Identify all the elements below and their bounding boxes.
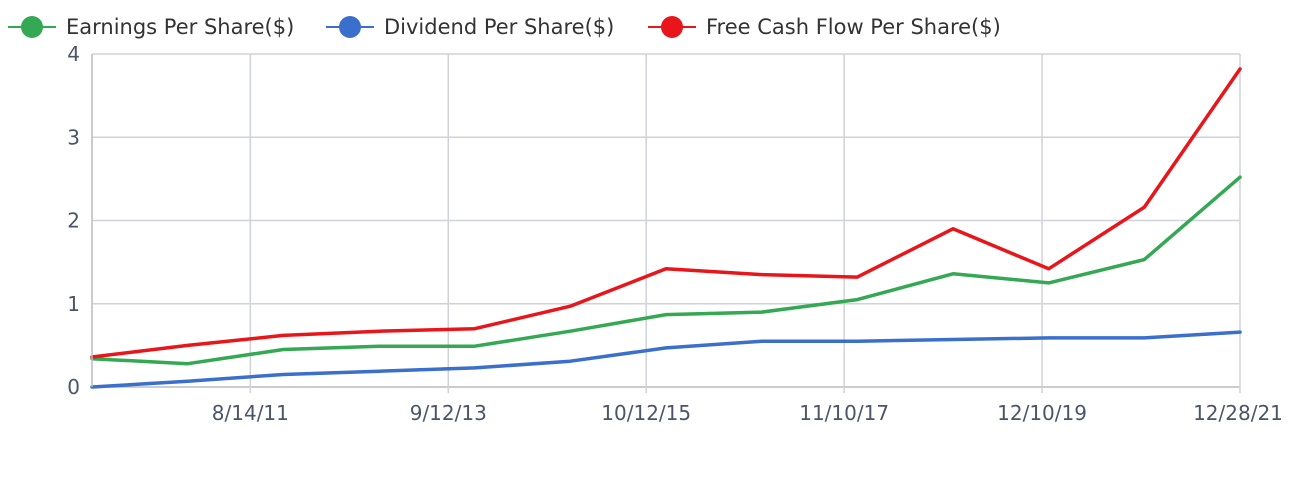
x-tick-label: 9/12/13 [410, 401, 487, 425]
series-line-3 [90, 67, 1242, 359]
legend-marker-icon [21, 16, 43, 38]
grid [92, 53, 1241, 393]
series-line-1 [90, 175, 1242, 366]
legend-label: Earnings Per Share($) [66, 15, 294, 39]
x-tick-label: 12/28/21 [1193, 401, 1283, 425]
legend-label: Dividend Per Share($) [384, 15, 614, 39]
legend-item-1[interactable]: Earnings Per Share($) [8, 15, 294, 39]
y-tick-label: 0 [67, 375, 80, 399]
y-tick-label: 3 [67, 125, 80, 149]
legend-item-2[interactable]: Dividend Per Share($) [326, 15, 614, 39]
x-tick-label: 11/10/17 [799, 401, 889, 425]
legend-label: Free Cash Flow Per Share($) [706, 15, 1001, 39]
x-tick-label: 8/14/11 [212, 401, 289, 425]
legend-marker-icon [661, 16, 683, 38]
series-line-2 [90, 330, 1242, 389]
axes: 0 1 2 3 4 8/14/11 9/12/13 10/12/15 11/10/17 12/10… [67, 42, 1283, 425]
legend: Earnings Per Share($) Dividend Per Share(… [8, 15, 1001, 39]
y-tick-label: 1 [67, 292, 80, 316]
series-lines [90, 67, 1242, 389]
legend-marker-icon [339, 16, 361, 38]
y-tick-label: 4 [67, 42, 80, 66]
x-tick-label: 10/12/15 [601, 401, 691, 425]
y-tick-label: 2 [67, 209, 80, 233]
legend-item-3[interactable]: Free Cash Flow Per Share($) [648, 15, 1001, 39]
x-tick-label: 12/10/19 [997, 401, 1087, 425]
